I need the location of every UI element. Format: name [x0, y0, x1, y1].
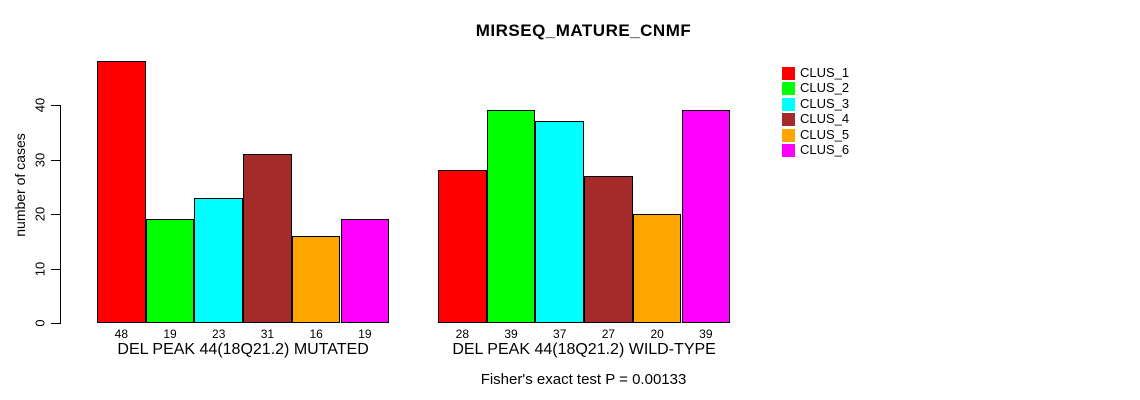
y-axis-label: number of cases: [12, 133, 28, 237]
legend-item: CLUS_6: [782, 143, 849, 157]
annotation-fisher-test: Fisher's exact test P = 0.00133: [480, 371, 687, 388]
legend-swatch: [782, 97, 795, 111]
bar-value-label: 27: [601, 327, 616, 341]
x-axis-group-label: DEL PEAK 44(18Q21.2) MUTATED: [117, 341, 369, 358]
legend-item: CLUS_1: [782, 66, 849, 80]
y-tick-label: 40: [32, 97, 48, 113]
bar-value-label: 28: [455, 327, 470, 341]
y-tick-label: 10: [32, 261, 48, 277]
bar: [438, 170, 487, 323]
bar: [584, 176, 633, 323]
bar: [97, 61, 146, 323]
legend-swatch: [782, 66, 795, 80]
bar-value-label: 48: [114, 327, 129, 341]
y-tick: [51, 214, 61, 215]
legend-label: CLUS_1: [800, 65, 850, 80]
bar-value-label: 19: [358, 327, 372, 341]
legend-swatch: [782, 81, 795, 95]
legend-item: CLUS_3: [782, 97, 849, 111]
y-tick: [51, 160, 61, 161]
y-tick-label: 20: [32, 206, 48, 222]
legend-swatch: [782, 128, 795, 142]
legend-label: CLUS_2: [800, 80, 850, 95]
bar: [681, 110, 731, 323]
legend-item: CLUS_4: [782, 112, 849, 126]
bar: [194, 198, 244, 323]
bar-value-label: 37: [553, 327, 567, 341]
bar: [535, 121, 585, 323]
y-tick: [51, 105, 61, 106]
legend-item: CLUS_2: [782, 81, 849, 95]
y-tick: [51, 323, 61, 324]
bar: [486, 110, 536, 323]
y-tick-label: 0: [32, 319, 48, 327]
bar-value-label: 19: [163, 327, 177, 341]
chart-title: MIRSEQ_MATURE_CNMF: [475, 21, 692, 40]
legend-swatch: [782, 112, 795, 126]
legend-item: CLUS_5: [782, 128, 849, 142]
legend-label: CLUS_6: [800, 142, 850, 157]
bar: [145, 219, 195, 323]
bar-value-label: 39: [504, 327, 518, 341]
bar: [243, 154, 292, 323]
legend-label: CLUS_3: [800, 96, 850, 111]
bar: [340, 219, 390, 323]
bar-value-label: 20: [650, 327, 664, 341]
legend-label: CLUS_4: [800, 111, 850, 126]
y-tick-label: 30: [32, 152, 48, 168]
bar: [632, 214, 682, 323]
legend-swatch: [782, 143, 795, 157]
x-axis-group-label: DEL PEAK 44(18Q21.2) WILD-TYPE: [452, 341, 716, 358]
bar-value-label: 39: [699, 327, 713, 341]
y-tick: [51, 269, 61, 270]
bar-value-label: 23: [212, 327, 226, 341]
bar-value-label: 31: [260, 327, 275, 341]
bar-value-label: 16: [309, 327, 323, 341]
legend-label: CLUS_5: [800, 127, 850, 142]
bar: [291, 236, 341, 323]
